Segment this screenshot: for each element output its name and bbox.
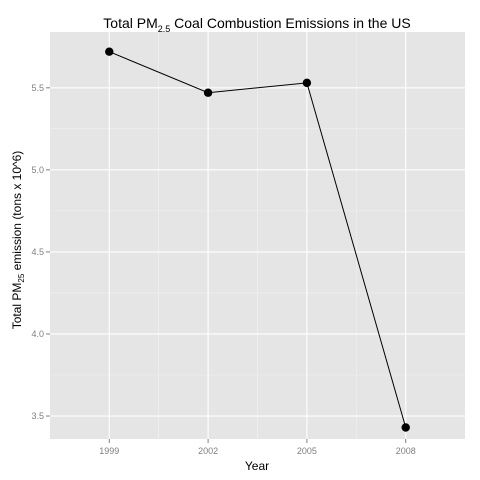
y-axis-title-subscript: 25 [17, 273, 26, 282]
axis-ticks: 3.5 4.0 4.5 5.0 5.5 1999 2002 2005 2008 [31, 83, 415, 456]
y-tick-label: 4.0 [31, 329, 44, 339]
x-tick-label: 2005 [297, 446, 317, 456]
data-point-1999 [105, 47, 114, 56]
chart-title: Total PM2.5 Coal Combustion Emissions in… [103, 15, 410, 34]
y-tick-label: 3.5 [31, 411, 44, 421]
data-point-2002 [203, 88, 213, 97]
y-axis-title-prefix: Total PM [10, 283, 24, 330]
data-series [105, 47, 410, 432]
y-axis-title: Total PM25 emission (tons x 10^6) [10, 151, 26, 330]
grid-major [50, 32, 465, 439]
chart-title-subscript: 2.5 [158, 24, 171, 34]
x-tick-label: 2002 [198, 446, 218, 456]
chart-title-suffix: Coal Combustion Emissions in the US [170, 15, 410, 31]
grid-minor [50, 32, 465, 439]
y-tick-label: 4.5 [31, 247, 44, 257]
y-tick-label: 5.5 [31, 83, 44, 93]
data-point-2008 [401, 423, 410, 432]
x-tick-label: 2008 [396, 446, 416, 456]
x-axis-title: Year [245, 459, 269, 473]
chart-title-prefix: Total PM [103, 15, 157, 31]
x-tick-label: 1999 [99, 446, 119, 456]
y-axis-title-suffix: emission (tons x 10^6) [10, 151, 24, 274]
series-line [109, 51, 407, 428]
data-point-2005 [302, 78, 312, 88]
y-tick-label: 5.0 [31, 165, 44, 175]
